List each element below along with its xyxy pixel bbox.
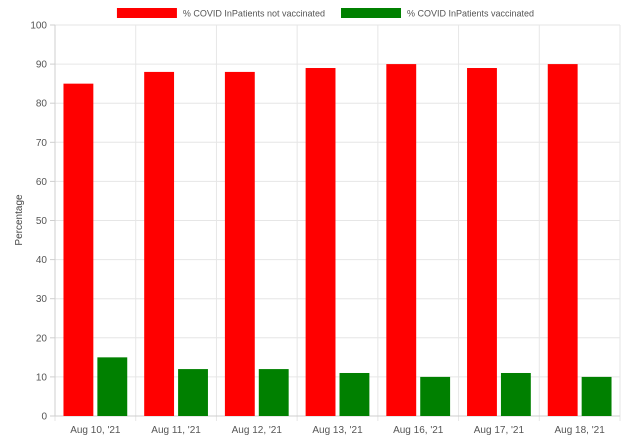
x-tick-label: Aug 17, '21 bbox=[474, 425, 525, 436]
bar-not-vaccinated[interactable] bbox=[144, 71, 175, 417]
x-tick-label: Aug 18, '21 bbox=[554, 425, 605, 436]
y-tick-label: 50 bbox=[36, 216, 48, 227]
bar-not-vaccinated[interactable] bbox=[305, 68, 336, 416]
y-tick-label: 90 bbox=[36, 60, 48, 71]
x-tick-label: Aug 10, '21 bbox=[70, 425, 121, 436]
y-tick-label: 40 bbox=[36, 255, 48, 266]
legend-label[interactable]: % COVID InPatients vaccinated bbox=[407, 9, 534, 19]
y-axis-title: Percentage bbox=[14, 194, 25, 246]
bar-vaccinated[interactable] bbox=[258, 369, 289, 416]
bar-vaccinated[interactable] bbox=[178, 369, 208, 416]
x-tick-label: Aug 12, '21 bbox=[232, 425, 283, 436]
y-tick-label: 0 bbox=[41, 412, 47, 423]
bar-not-vaccinated[interactable] bbox=[386, 64, 417, 416]
x-tick-label: Aug 11, '21 bbox=[151, 425, 201, 436]
bar-not-vaccinated[interactable] bbox=[467, 68, 497, 416]
y-tick-label: 80 bbox=[36, 99, 48, 110]
x-tick-label: Aug 13, '21 bbox=[312, 425, 363, 436]
y-tick-label: 20 bbox=[36, 333, 48, 344]
bar-vaccinated[interactable] bbox=[97, 357, 128, 416]
y-tick-label: 100 bbox=[30, 21, 47, 32]
bar-not-vaccinated[interactable] bbox=[224, 71, 255, 417]
bar-vaccinated[interactable] bbox=[339, 372, 370, 416]
bar-vaccinated[interactable] bbox=[420, 376, 451, 416]
bar-not-vaccinated[interactable] bbox=[547, 64, 578, 416]
y-tick-label: 30 bbox=[36, 294, 48, 305]
tick-labels: 0 10 20 30 40 50 60 70 80 90 100 Aug 10, '21 Aug 11,… bbox=[30, 21, 605, 437]
legend-swatch[interactable] bbox=[341, 8, 402, 18]
bar-vaccinated[interactable] bbox=[581, 376, 612, 416]
legend-swatch[interactable] bbox=[116, 8, 177, 18]
legend-label[interactable]: % COVID InPatients not vaccinated bbox=[183, 9, 325, 19]
bar-vaccinated[interactable] bbox=[500, 372, 531, 416]
legend: % COVID InPatients not vaccinated % COVID… bbox=[116, 8, 534, 19]
x-tick-label: Aug 16, '21 bbox=[393, 425, 444, 436]
y-tick-label: 70 bbox=[36, 138, 48, 149]
bars bbox=[63, 64, 612, 417]
bar-not-vaccinated[interactable] bbox=[63, 83, 94, 417]
grid bbox=[54, 24, 621, 421]
y-tick-label: 60 bbox=[36, 177, 48, 188]
y-tick-label: 10 bbox=[36, 372, 48, 383]
